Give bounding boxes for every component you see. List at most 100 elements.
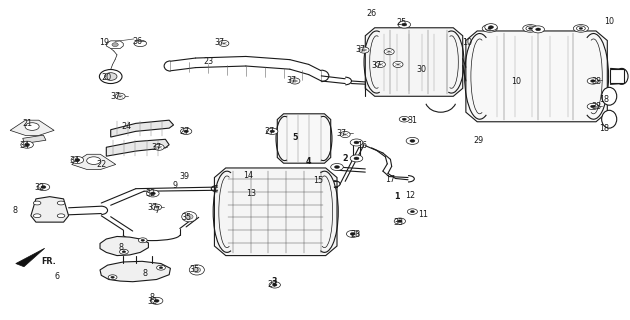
Text: 30: 30 — [417, 65, 427, 74]
Ellipse shape — [184, 130, 188, 132]
Ellipse shape — [87, 157, 101, 164]
Text: 3: 3 — [272, 276, 277, 285]
Ellipse shape — [406, 137, 419, 144]
Polygon shape — [365, 28, 462, 96]
Ellipse shape — [482, 25, 497, 32]
Text: 10: 10 — [511, 77, 521, 86]
Ellipse shape — [115, 93, 125, 99]
Ellipse shape — [290, 78, 300, 84]
Text: 32: 32 — [146, 189, 156, 198]
Ellipse shape — [394, 218, 406, 224]
Ellipse shape — [37, 184, 50, 191]
Text: 37: 37 — [336, 129, 346, 138]
Ellipse shape — [587, 103, 598, 110]
Text: 8: 8 — [12, 206, 17, 215]
Ellipse shape — [71, 156, 84, 164]
Ellipse shape — [346, 230, 359, 237]
Ellipse shape — [488, 28, 491, 29]
Ellipse shape — [33, 201, 41, 205]
Text: 38: 38 — [592, 102, 602, 111]
Ellipse shape — [266, 128, 278, 134]
Ellipse shape — [100, 69, 122, 84]
Text: 23: 23 — [203, 57, 213, 66]
Ellipse shape — [616, 68, 628, 84]
Text: 37: 37 — [214, 38, 224, 47]
Ellipse shape — [111, 276, 115, 278]
Text: 14: 14 — [243, 172, 253, 180]
Text: 8: 8 — [143, 268, 148, 278]
Text: 18: 18 — [599, 95, 609, 104]
Ellipse shape — [350, 233, 355, 235]
Text: 37: 37 — [152, 143, 162, 152]
Text: 27: 27 — [265, 127, 275, 136]
Ellipse shape — [120, 249, 129, 254]
Ellipse shape — [151, 297, 163, 304]
Ellipse shape — [590, 80, 595, 82]
Ellipse shape — [398, 220, 402, 222]
Ellipse shape — [384, 49, 394, 55]
Ellipse shape — [139, 238, 147, 243]
Ellipse shape — [408, 209, 418, 214]
Ellipse shape — [180, 128, 192, 134]
Ellipse shape — [485, 26, 494, 31]
Ellipse shape — [185, 214, 193, 219]
Ellipse shape — [147, 190, 159, 197]
Ellipse shape — [579, 28, 583, 29]
Ellipse shape — [112, 43, 118, 47]
Ellipse shape — [154, 144, 164, 150]
Ellipse shape — [488, 26, 493, 28]
Text: 31: 31 — [408, 116, 418, 125]
Ellipse shape — [484, 24, 497, 31]
Text: 7: 7 — [154, 206, 159, 215]
Text: 28: 28 — [351, 230, 361, 239]
Ellipse shape — [350, 155, 363, 162]
Ellipse shape — [354, 157, 359, 160]
Ellipse shape — [21, 141, 33, 148]
Text: 9: 9 — [173, 181, 178, 190]
Ellipse shape — [335, 166, 340, 168]
Text: 12: 12 — [406, 190, 416, 200]
Polygon shape — [111, 120, 173, 137]
Text: 20: 20 — [101, 73, 112, 82]
Polygon shape — [100, 236, 149, 256]
Ellipse shape — [354, 141, 359, 144]
Ellipse shape — [269, 282, 280, 288]
Text: 16: 16 — [357, 141, 367, 150]
Ellipse shape — [398, 21, 411, 28]
Ellipse shape — [181, 212, 197, 222]
Polygon shape — [214, 168, 337, 256]
Text: 8: 8 — [149, 293, 154, 302]
Text: 32: 32 — [35, 183, 45, 192]
Ellipse shape — [529, 28, 532, 29]
Text: 33: 33 — [393, 218, 403, 227]
Ellipse shape — [57, 214, 65, 218]
Text: 25: 25 — [397, 19, 407, 28]
Text: 35: 35 — [181, 213, 192, 222]
Ellipse shape — [393, 61, 403, 68]
Ellipse shape — [108, 275, 117, 280]
Ellipse shape — [350, 139, 363, 146]
Ellipse shape — [590, 105, 595, 108]
Text: 4: 4 — [306, 157, 311, 166]
Ellipse shape — [273, 284, 277, 286]
Text: 1: 1 — [394, 192, 399, 201]
Text: 6: 6 — [55, 272, 60, 281]
Ellipse shape — [41, 186, 46, 188]
Ellipse shape — [159, 267, 163, 269]
Ellipse shape — [122, 251, 125, 253]
Ellipse shape — [219, 40, 229, 46]
Ellipse shape — [193, 268, 200, 272]
Ellipse shape — [359, 47, 369, 53]
Ellipse shape — [402, 118, 406, 120]
Ellipse shape — [410, 140, 415, 142]
Text: 13: 13 — [246, 189, 256, 198]
Ellipse shape — [536, 28, 541, 31]
Text: 24: 24 — [122, 122, 132, 131]
Text: 29: 29 — [473, 136, 484, 145]
Bar — [610, 69, 624, 84]
Ellipse shape — [331, 164, 343, 171]
Text: 11: 11 — [418, 210, 428, 219]
Text: 37: 37 — [286, 76, 296, 85]
Text: 21: 21 — [22, 119, 32, 128]
Text: FR.: FR. — [42, 257, 56, 266]
